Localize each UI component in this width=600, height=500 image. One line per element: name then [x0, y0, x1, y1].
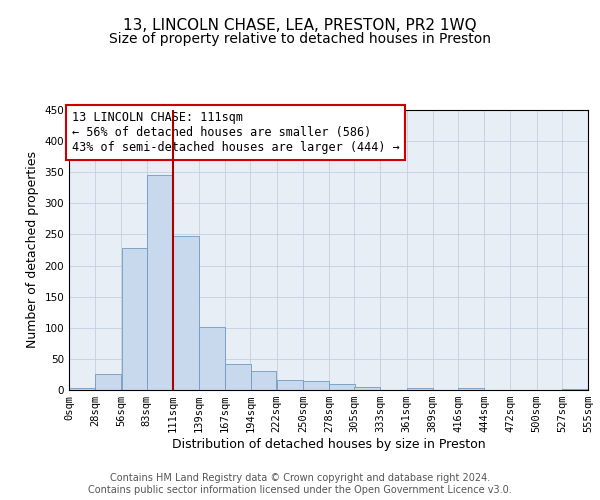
- Bar: [173, 236, 199, 390]
- Text: 13 LINCOLN CHASE: 111sqm
← 56% of detached houses are smaller (586)
43% of semi-: 13 LINCOLN CHASE: 111sqm ← 56% of detach…: [71, 112, 400, 154]
- Bar: [277, 380, 302, 390]
- Bar: [226, 364, 251, 390]
- Bar: [407, 388, 433, 390]
- Y-axis label: Number of detached properties: Number of detached properties: [26, 152, 39, 348]
- Bar: [95, 374, 121, 390]
- Text: Size of property relative to detached houses in Preston: Size of property relative to detached ho…: [109, 32, 491, 46]
- Bar: [147, 176, 173, 390]
- Bar: [355, 387, 380, 390]
- Bar: [329, 384, 355, 390]
- Bar: [458, 388, 484, 390]
- Bar: [122, 248, 148, 390]
- Text: Contains HM Land Registry data © Crown copyright and database right 2024.
Contai: Contains HM Land Registry data © Crown c…: [88, 474, 512, 495]
- Bar: [199, 326, 225, 390]
- Bar: [251, 372, 277, 390]
- X-axis label: Distribution of detached houses by size in Preston: Distribution of detached houses by size …: [172, 438, 485, 451]
- Bar: [303, 380, 329, 390]
- Text: 13, LINCOLN CHASE, LEA, PRESTON, PR2 1WQ: 13, LINCOLN CHASE, LEA, PRESTON, PR2 1WQ: [123, 18, 477, 32]
- Bar: [69, 388, 95, 390]
- Bar: [562, 389, 588, 390]
